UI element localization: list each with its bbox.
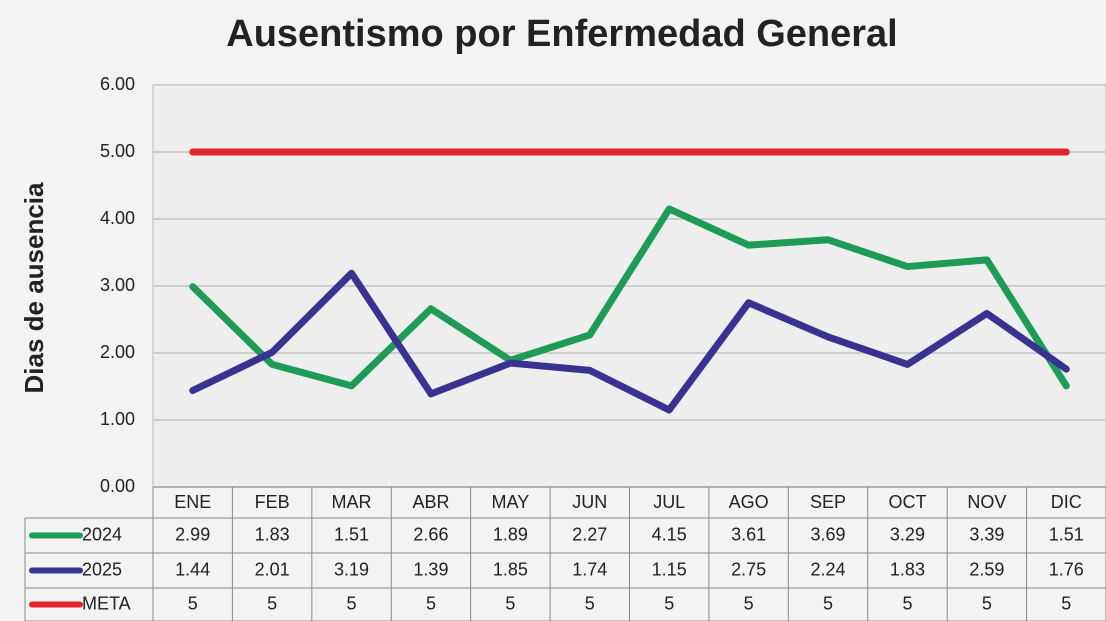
table-value: 2.24 bbox=[811, 559, 846, 579]
table-value: 5 bbox=[505, 593, 515, 613]
table-value: 2.59 bbox=[969, 559, 1004, 579]
table-value: 1.76 bbox=[1049, 559, 1084, 579]
y-axis-label: Dias de ausencia bbox=[19, 182, 49, 394]
x-tick-label: ENE bbox=[174, 492, 211, 512]
table-value: 1.83 bbox=[890, 559, 925, 579]
table-value: 5 bbox=[347, 593, 357, 613]
x-tick-label: MAR bbox=[332, 492, 372, 512]
table-value: 5 bbox=[188, 593, 198, 613]
table-value: 1.83 bbox=[255, 524, 290, 544]
legend-label: 2025 bbox=[82, 559, 122, 579]
table-value: 1.51 bbox=[1049, 524, 1084, 544]
x-tick-label: NOV bbox=[967, 492, 1006, 512]
table-value: 1.89 bbox=[493, 524, 528, 544]
table-value: 3.39 bbox=[969, 524, 1004, 544]
table-value: 5 bbox=[426, 593, 436, 613]
y-tick-label: 3.00 bbox=[100, 275, 135, 295]
table-value: 5 bbox=[982, 593, 992, 613]
table-value: 5 bbox=[267, 593, 277, 613]
x-tick-label: AGO bbox=[729, 492, 769, 512]
table-value: 1.44 bbox=[175, 559, 210, 579]
table-value: 2.01 bbox=[255, 559, 290, 579]
table-value: 1.74 bbox=[572, 559, 607, 579]
x-tick-label: JUN bbox=[572, 492, 607, 512]
table-value: 5 bbox=[664, 593, 674, 613]
y-tick-label: 6.00 bbox=[100, 74, 135, 94]
table-value: 1.51 bbox=[334, 524, 369, 544]
table-value: 1.85 bbox=[493, 559, 528, 579]
x-tick-label: FEB bbox=[255, 492, 290, 512]
table-value: 1.15 bbox=[652, 559, 687, 579]
x-tick-label: DIC bbox=[1051, 492, 1082, 512]
x-tick-label: SEP bbox=[810, 492, 846, 512]
legend-label: 2024 bbox=[82, 524, 122, 544]
table-value: 2.66 bbox=[413, 524, 448, 544]
y-tick-label: 5.00 bbox=[100, 141, 135, 161]
table-value: 5 bbox=[902, 593, 912, 613]
table-value: 3.69 bbox=[811, 524, 846, 544]
table-value: 2.99 bbox=[175, 524, 210, 544]
x-tick-label: OCT bbox=[888, 492, 926, 512]
table-value: 3.19 bbox=[334, 559, 369, 579]
x-tick-label: MAY bbox=[492, 492, 530, 512]
table-value: 5 bbox=[823, 593, 833, 613]
table-value: 5 bbox=[744, 593, 754, 613]
chart-title: Ausentismo por Enfermedad General bbox=[226, 13, 898, 55]
y-tick-label: 0.00 bbox=[100, 476, 135, 496]
y-tick-label: 4.00 bbox=[100, 208, 135, 228]
series-line bbox=[189, 205, 1070, 390]
table-value: 5 bbox=[585, 593, 595, 613]
table-value: 2.27 bbox=[572, 524, 607, 544]
table-value: 3.29 bbox=[890, 524, 925, 544]
table-value: 3.61 bbox=[731, 524, 766, 544]
y-tick-label: 1.00 bbox=[100, 409, 135, 429]
x-tick-label: ABR bbox=[412, 492, 449, 512]
y-tick-label: 2.00 bbox=[100, 342, 135, 362]
table-value: 4.15 bbox=[652, 524, 687, 544]
table-value: 1.39 bbox=[413, 559, 448, 579]
table-value: 5 bbox=[1061, 593, 1071, 613]
table-value: 2.75 bbox=[731, 559, 766, 579]
series-line bbox=[189, 269, 1070, 414]
x-tick-label: JUL bbox=[653, 492, 685, 512]
legend-label: META bbox=[82, 593, 131, 613]
